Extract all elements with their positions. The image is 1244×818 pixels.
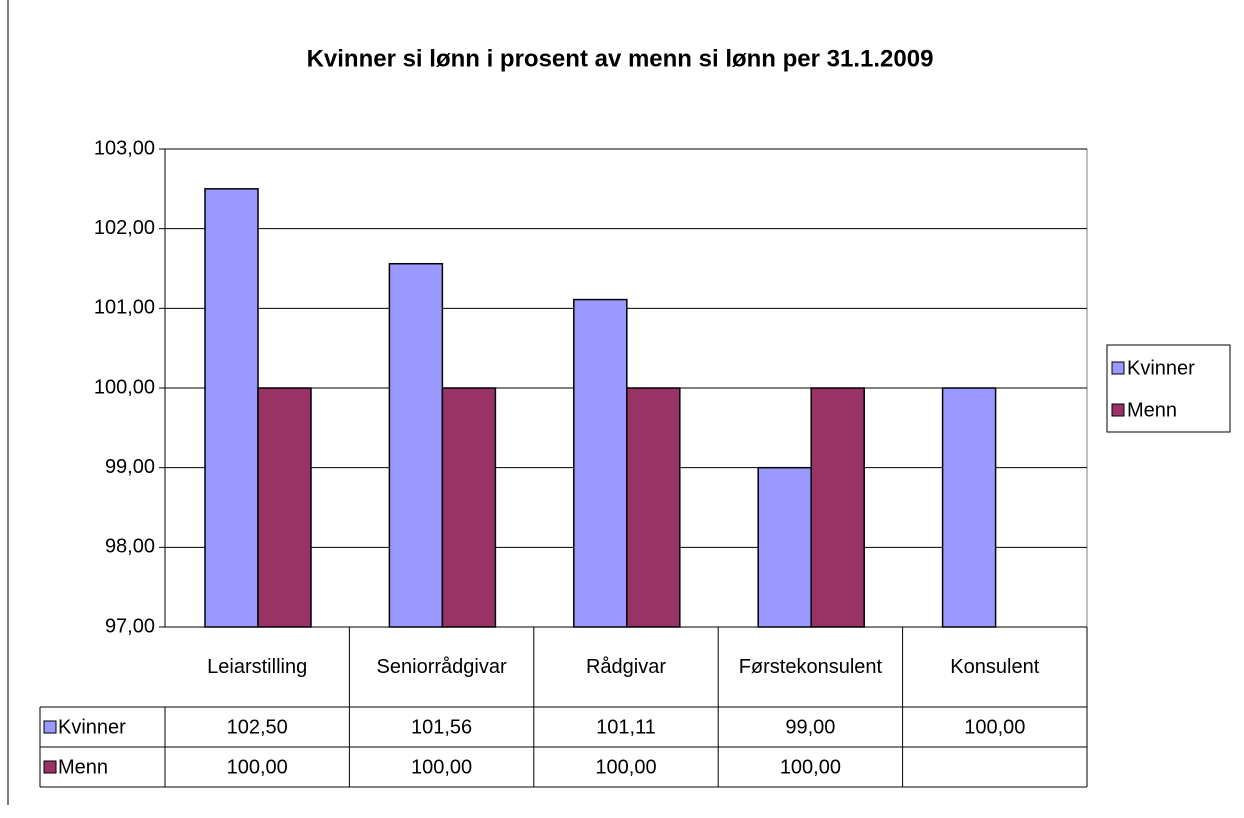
table-legend-key [43, 760, 57, 774]
y-tick-label: 99,00 [105, 456, 155, 478]
y-tick-label: 97,00 [105, 615, 155, 637]
chart-title: Kvinner si lønn i prosent av menn si løn… [307, 45, 934, 72]
table-value: 100,00 [964, 716, 1025, 738]
y-tick-label: 100,00 [94, 376, 155, 398]
category-cell: Seniorrådgivar [376, 656, 507, 678]
table-value: 102,50 [227, 716, 288, 738]
bar [626, 387, 681, 628]
x-tick-label: Rådgivar [585, 656, 667, 678]
table-value: 99,00 [785, 716, 835, 738]
x-tick-label: Konsulent [950, 656, 1040, 678]
y-tick-label: 103,00 [94, 137, 155, 159]
bar [441, 387, 497, 628]
table-series-name: Menn [58, 756, 108, 778]
legend-key [1111, 361, 1125, 375]
category-cell: Konsulent [950, 656, 1040, 678]
table-value: 101,11 [596, 716, 656, 738]
legend-key [1111, 403, 1125, 417]
x-tick-label: Førstekonsulent [738, 656, 883, 678]
legend-box [1106, 344, 1231, 433]
bar [573, 298, 628, 628]
bar [388, 262, 444, 628]
bar [941, 387, 997, 628]
y-tick-label: 101,00 [94, 297, 155, 319]
bar [810, 387, 865, 628]
x-tick-label: Seniorrådgivar [376, 656, 507, 678]
table-legend-key [43, 720, 57, 734]
x-tick-label: Leiarstilling [207, 656, 308, 678]
bar [757, 466, 812, 628]
y-tick-label: 102,00 [94, 217, 155, 239]
table-series-name: Kvinner [58, 716, 126, 738]
legend-label: Menn [1127, 399, 1177, 421]
category-cell: Rådgivar [585, 656, 667, 678]
category-cell: Leiarstilling [207, 656, 308, 678]
table-value: 100,00 [411, 756, 472, 778]
category-cell: Førstekonsulent [738, 656, 883, 678]
table-value: 100,00 [595, 756, 656, 778]
bar [204, 188, 259, 628]
table-value: 100,00 [227, 756, 288, 778]
table-value: 101,56 [411, 716, 472, 738]
y-tick-label: 98,00 [105, 536, 155, 558]
bar [257, 387, 312, 628]
table-value: 100,00 [780, 756, 841, 778]
legend-label: Kvinner [1127, 357, 1195, 379]
